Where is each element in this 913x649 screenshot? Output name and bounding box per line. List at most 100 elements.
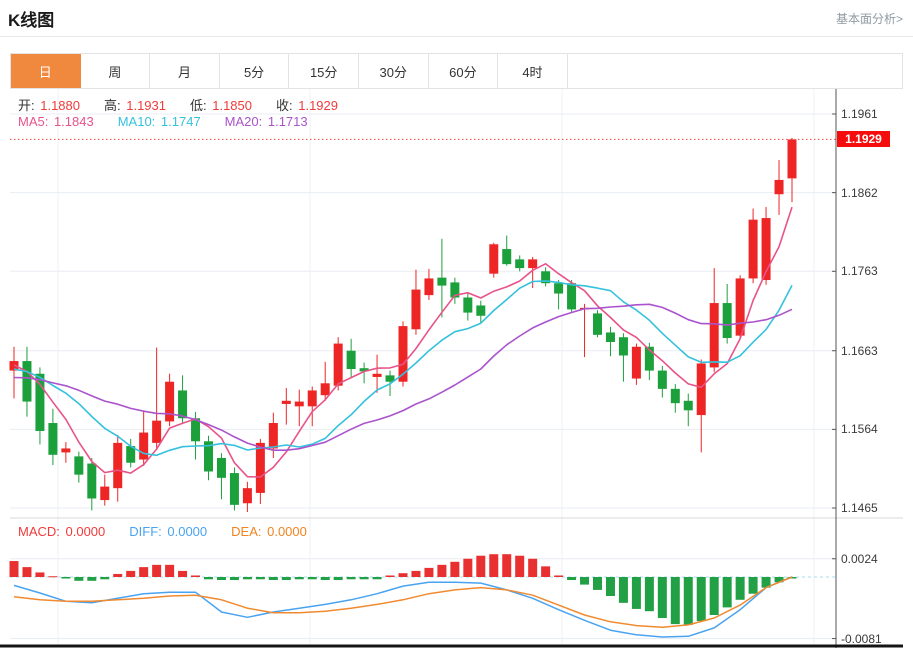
- macd-bar-negative: [307, 577, 317, 580]
- candle-body-down: [87, 463, 97, 499]
- current-price-badge: 1.1929: [837, 131, 890, 148]
- macd-axis-label: -0.0081: [841, 631, 882, 646]
- macd-bar-negative: [618, 577, 628, 603]
- readout-item: MACD: 0.0000: [18, 524, 106, 539]
- macd-bar-positive: [476, 555, 486, 577]
- tab-period-0[interactable]: 日: [11, 54, 81, 88]
- ma5-line: [13, 206, 793, 478]
- candle-body-up: [709, 303, 719, 368]
- candle-body-up: [735, 278, 745, 336]
- candle-body-down: [657, 370, 667, 389]
- candle-body-up: [528, 259, 538, 269]
- tab-period-6[interactable]: 60分: [428, 54, 499, 88]
- candle-body-up: [748, 219, 758, 279]
- macd-bar-negative: [709, 577, 719, 615]
- candle-body-up: [61, 448, 71, 453]
- candle-body-down: [476, 305, 486, 316]
- macd-bar-negative: [281, 577, 291, 581]
- price-axis-label: 1.1564: [841, 422, 878, 437]
- candle-body-down: [385, 375, 395, 382]
- macd-bar-negative: [268, 577, 278, 581]
- macd-bar-negative: [320, 577, 330, 581]
- tab-period-3[interactable]: 5分: [219, 54, 290, 88]
- macd-bar-positive: [437, 564, 447, 577]
- readout-item: MA10: 1.1747: [117, 114, 201, 129]
- tab-period-2[interactable]: 月: [150, 54, 220, 88]
- tab-period-1[interactable]: 周: [80, 54, 151, 88]
- macd-bar-positive: [139, 567, 149, 577]
- macd-bar-negative: [605, 577, 615, 596]
- macd-bar-negative: [774, 577, 784, 583]
- macd-bar-negative: [61, 577, 71, 579]
- candle-body-down: [567, 283, 577, 310]
- tab-period-7[interactable]: 4时: [498, 54, 568, 88]
- tab-period-5[interactable]: 30分: [358, 54, 429, 88]
- macd-bar-positive: [152, 564, 162, 577]
- candle-body-up: [294, 401, 304, 407]
- candle-body-down: [618, 337, 628, 356]
- header-divider: [0, 36, 913, 37]
- macd-bar-negative: [593, 577, 602, 590]
- candle-body-down: [22, 361, 32, 402]
- macd-bar-negative: [644, 577, 654, 612]
- candle-body-up: [139, 432, 149, 460]
- price-axis-label: 1.1961: [841, 107, 878, 121]
- macd-bar-negative: [696, 577, 706, 622]
- readout-item: MA20: 1.1713: [224, 114, 308, 129]
- macd-bar-positive: [515, 555, 525, 577]
- macd-bar-negative: [294, 577, 304, 580]
- candle-body-down: [541, 271, 551, 284]
- page-title: K线图: [8, 11, 55, 30]
- time-axis-line: [0, 644, 903, 648]
- macd-bar-negative: [722, 577, 732, 608]
- macd-bar-negative: [242, 577, 252, 580]
- candle-body-up: [398, 326, 408, 382]
- tab-period-4[interactable]: 15分: [289, 54, 359, 88]
- candle-body-up: [696, 363, 706, 416]
- macd-bar-negative: [216, 577, 226, 581]
- candle-body-up: [320, 383, 330, 396]
- macd-bar-positive: [9, 561, 19, 577]
- macd-bar-negative: [204, 577, 213, 580]
- candle-body-down: [35, 373, 45, 431]
- macd-bar-positive: [463, 558, 473, 577]
- fundamental-analysis-link[interactable]: 基本面分析>: [835, 12, 903, 26]
- macd-bar-positive: [489, 554, 499, 577]
- macd-bar-positive: [126, 570, 136, 577]
- macd-bar-negative: [683, 577, 693, 625]
- candle-body-up: [372, 373, 382, 377]
- macd-bar-negative: [748, 577, 758, 594]
- macd-bar-negative: [100, 577, 110, 580]
- readout-item: 开: 1.1880: [18, 98, 80, 113]
- macd-bar-positive: [191, 575, 201, 577]
- candle-body-up: [281, 400, 291, 404]
- period-tabs: 日周月 5分 15分 30分 60分 4时: [10, 53, 903, 89]
- price-axis-label: 1.1763: [841, 264, 878, 279]
- macd-bar-negative: [567, 577, 577, 581]
- candle-body-down: [126, 446, 136, 463]
- candle-body-down: [502, 249, 512, 265]
- macd-bar-negative: [333, 577, 343, 581]
- macd-bar-negative: [580, 577, 590, 585]
- candle-body-down: [554, 283, 564, 294]
- macd-bar-positive: [35, 572, 45, 577]
- candle-body-up: [165, 381, 175, 422]
- candle-body-down: [450, 282, 460, 298]
- candle-body-up: [152, 420, 162, 443]
- ma20-line: [13, 303, 793, 452]
- price-axis-label: 1.1663: [841, 343, 878, 358]
- candle-body-down: [359, 368, 369, 372]
- macd-bar-positive: [398, 573, 408, 577]
- candle-body-up: [424, 278, 434, 296]
- candle-body-down: [204, 441, 213, 472]
- candle-body-up: [774, 179, 784, 195]
- candle-body-up: [333, 343, 343, 386]
- macd-bar-positive: [22, 567, 32, 577]
- candle-body-up: [268, 423, 278, 449]
- candle-body-up: [113, 442, 123, 489]
- readout-item: 低: 1.1850: [190, 98, 252, 113]
- macd-bar-positive: [48, 576, 58, 578]
- candle-body-down: [515, 259, 525, 269]
